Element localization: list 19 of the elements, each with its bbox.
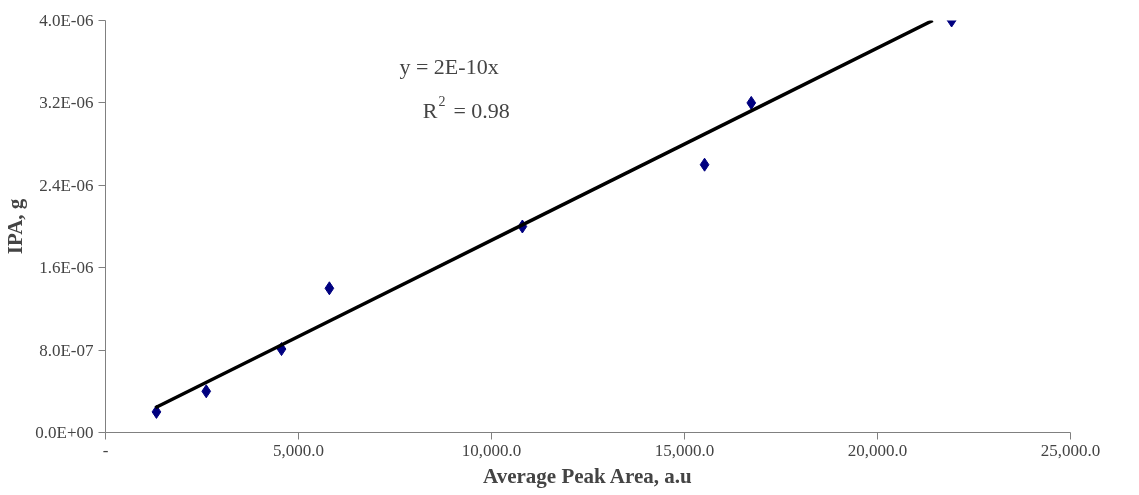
- x-tick-label: 15,000.0: [654, 440, 715, 460]
- x-tick-label: 10,000.0: [461, 440, 522, 460]
- x-tick-label: 20,000.0: [847, 440, 908, 460]
- y-tick-label: 4.0E-06: [39, 11, 94, 30]
- y-axis-title: IPA, g: [3, 198, 28, 255]
- x-axis-title: Average Peak Area, a.u: [483, 463, 693, 488]
- y-tick-label: 1.6E-06: [39, 258, 94, 278]
- point: [324, 281, 335, 296]
- y-tick-label: 0.0E+00: [35, 423, 94, 442]
- x-tick-label: 5,000.0: [273, 440, 324, 460]
- point: [699, 157, 710, 172]
- y-tick-label: 8.0E-07: [39, 340, 94, 360]
- point: [201, 384, 212, 399]
- y-tick-label: 3.2E-06: [39, 93, 94, 113]
- x-tick-label: -: [102, 440, 109, 460]
- annotation: y = 2E-10x: [399, 54, 499, 80]
- point: [746, 95, 757, 110]
- y-tick-label: 2.4E-06: [39, 175, 94, 195]
- x-tick-label: 25,000.0: [1040, 440, 1101, 460]
